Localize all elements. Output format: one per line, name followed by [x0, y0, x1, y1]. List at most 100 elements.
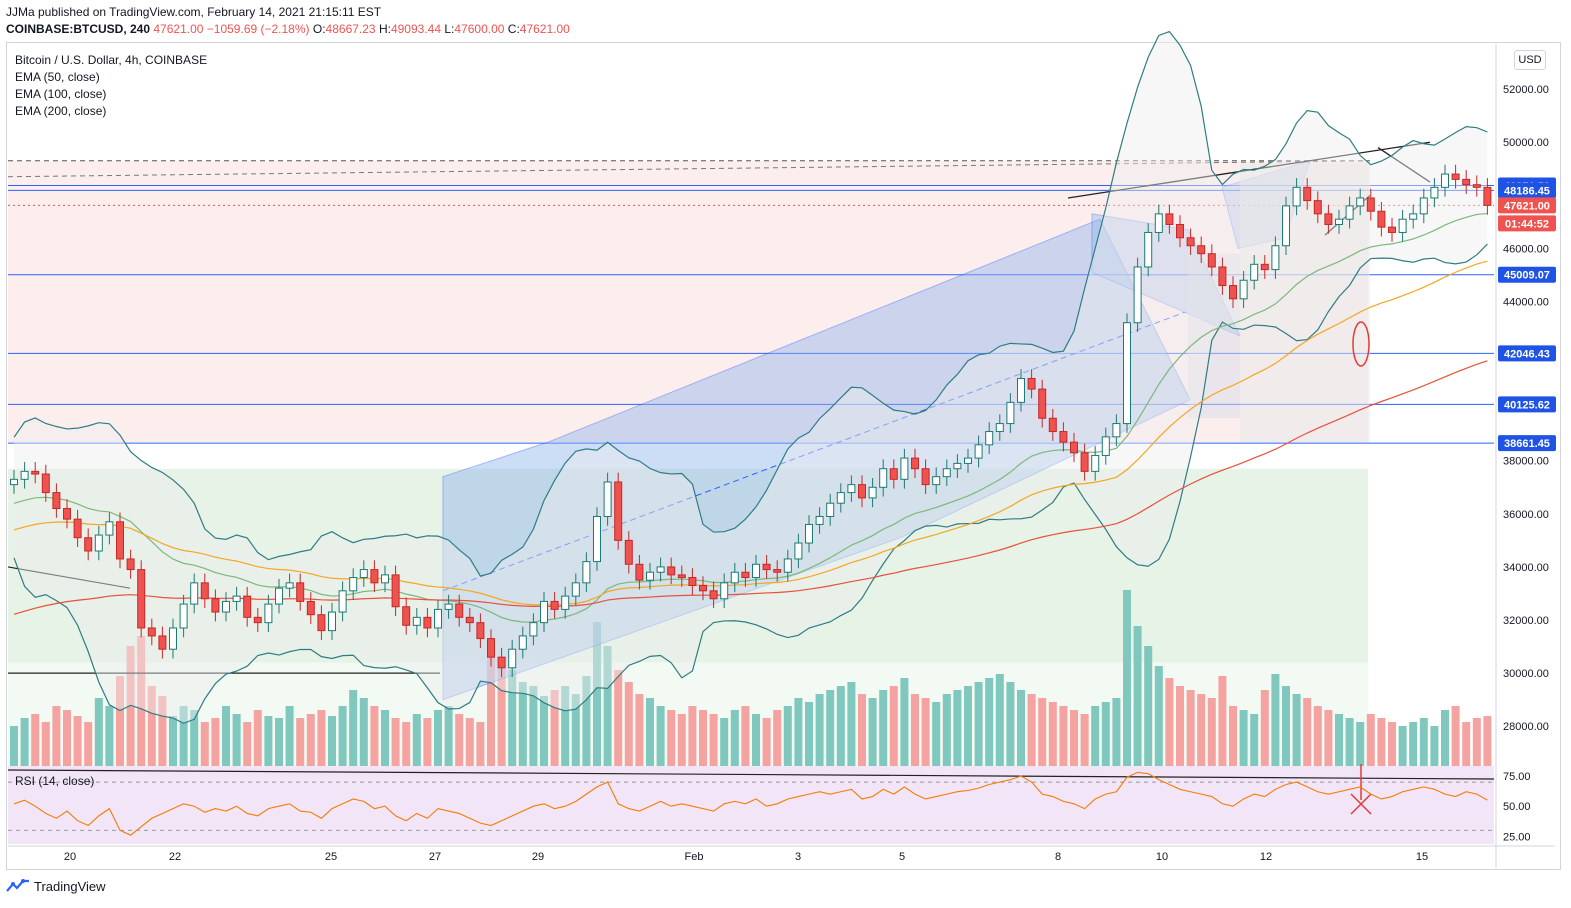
- candle-up: [190, 582, 199, 605]
- volume-bar: [603, 646, 612, 766]
- price-tick-label: 36000.00: [1503, 509, 1549, 521]
- candle-up: [561, 595, 570, 610]
- volume-bar: [94, 698, 103, 766]
- volume-bar: [402, 722, 411, 766]
- candle-up: [995, 423, 1004, 433]
- candle-up: [232, 595, 241, 602]
- price-tick-label: 30000.00: [1503, 668, 1549, 680]
- candle-up: [529, 622, 538, 637]
- candle-up: [868, 486, 877, 499]
- volume-bar: [561, 686, 570, 766]
- volume-bar: [41, 722, 50, 766]
- tradingview-logo-icon: [6, 879, 29, 892]
- candle-up: [593, 515, 601, 563]
- volume-bar: [1398, 726, 1407, 766]
- candle-up: [1123, 322, 1131, 425]
- legend-ema100[interactable]: EMA (100, close): [15, 87, 107, 101]
- time-tick-label: 27: [429, 851, 441, 863]
- volume-bar: [571, 694, 580, 766]
- dashed-trend-line: [7, 160, 1371, 178]
- candle-up: [836, 492, 845, 504]
- candle-down: [1197, 245, 1206, 255]
- level-price-tag: [1498, 435, 1556, 452]
- volume-bar: [31, 714, 40, 766]
- legend-title: Bitcoin / U.S. Dollar, 4h, COINBASE: [15, 53, 208, 67]
- close-label: C:: [507, 22, 520, 36]
- volume-bar: [328, 716, 336, 766]
- high-value: 49093.44: [390, 22, 442, 36]
- low-value: 47600.00: [454, 22, 505, 36]
- volume-bar: [190, 710, 199, 766]
- candle-down: [211, 598, 220, 613]
- bollinger-lower: [13, 243, 1488, 724]
- price-change: −1059.69 (−2.18%): [206, 22, 310, 36]
- candle-down: [1165, 213, 1174, 226]
- candle-up: [783, 558, 792, 573]
- candle-down: [1260, 263, 1269, 271]
- level-price-tag: [1498, 266, 1556, 283]
- close-value: 47621.00: [519, 22, 570, 36]
- candle-up: [444, 603, 453, 610]
- volume-bar: [253, 710, 262, 766]
- candle-down: [137, 569, 146, 629]
- volume-bar: [1006, 682, 1015, 766]
- volume-bar: [359, 698, 368, 766]
- volume-bar: [1451, 706, 1460, 766]
- volume-bar: [137, 636, 146, 766]
- candle-up: [752, 563, 760, 579]
- bollinger-band-fill: [14, 31, 1488, 724]
- candle-down: [147, 627, 156, 637]
- volume-bar: [1324, 710, 1333, 766]
- rsi-tick-label: 50.00: [1503, 801, 1531, 813]
- volume-bar: [275, 718, 283, 766]
- candle-down: [709, 590, 718, 600]
- candle-up: [1133, 266, 1142, 324]
- volume-bar: [434, 710, 442, 766]
- candle-down: [624, 539, 633, 565]
- ema-50-line: [13, 212, 1488, 623]
- volume-bar: [497, 666, 506, 766]
- candle-up: [1419, 197, 1428, 215]
- candle-down: [667, 566, 676, 576]
- volume-bar: [1313, 706, 1322, 766]
- currency-button[interactable]: USD: [1514, 50, 1546, 70]
- candle-up: [932, 476, 941, 486]
- volume-bar: [656, 706, 665, 766]
- candle-up: [582, 561, 591, 584]
- volume-bar: [1388, 722, 1396, 766]
- volume-bar: [730, 710, 739, 766]
- candle-up: [815, 515, 824, 525]
- legend-ema200[interactable]: EMA (200, close): [15, 104, 107, 118]
- legend-ema50[interactable]: EMA (50, close): [15, 70, 100, 84]
- candle-down: [1451, 173, 1460, 180]
- volume-bar: [752, 714, 760, 766]
- volume-bar: [1239, 710, 1248, 766]
- time-tick-label: Feb: [685, 851, 704, 863]
- candle-down: [1377, 210, 1386, 228]
- price-tick-label: 34000.00: [1503, 562, 1549, 574]
- candle-up: [275, 587, 283, 605]
- candle-up: [285, 582, 294, 589]
- volume-bar: [116, 676, 124, 766]
- volume-bar: [1133, 626, 1142, 766]
- candle-up: [603, 481, 612, 517]
- volume-bar: [105, 706, 114, 766]
- candle-down: [889, 468, 898, 480]
- volume-bar: [1197, 694, 1206, 766]
- candle-down: [1388, 226, 1396, 233]
- candle-down: [497, 656, 506, 669]
- volume-bar: [1027, 694, 1036, 766]
- footer-brand[interactable]: TradingView: [6, 878, 106, 894]
- volume-bar: [508, 670, 517, 766]
- volume-bar: [1430, 726, 1439, 766]
- volume-bar: [465, 718, 474, 766]
- candle-down: [1038, 388, 1047, 419]
- volume-bar: [1091, 706, 1100, 766]
- volume-bar: [550, 690, 559, 766]
- candle-up: [222, 600, 230, 613]
- candle-up: [434, 608, 442, 629]
- volume-bar: [794, 698, 803, 766]
- price-tick-label: 52000.00: [1503, 84, 1549, 96]
- volume-bar: [518, 682, 527, 766]
